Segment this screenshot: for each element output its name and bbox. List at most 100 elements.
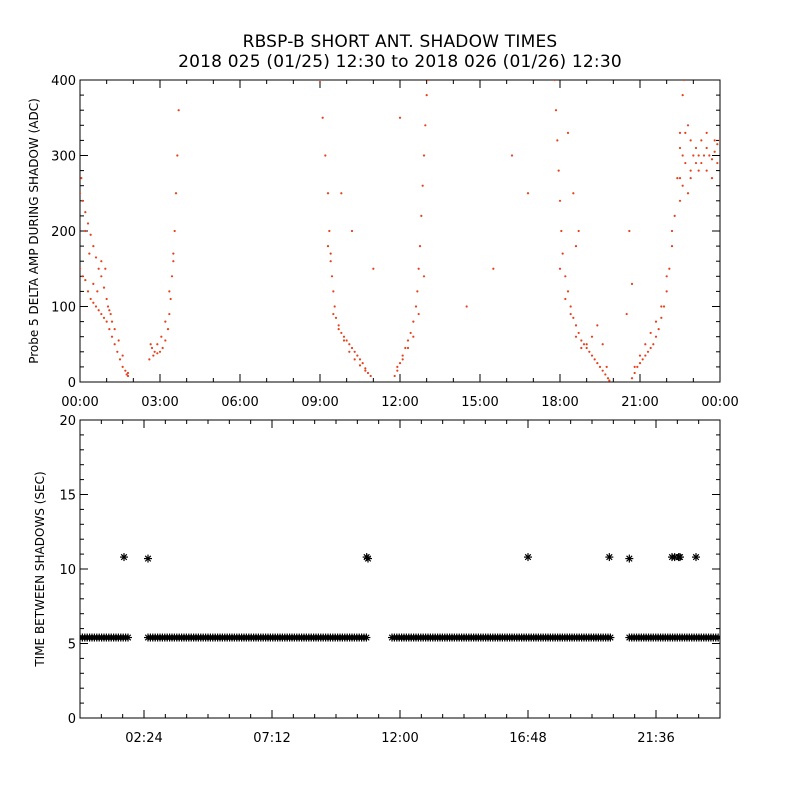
data-point	[168, 312, 171, 316]
data-point	[705, 146, 708, 150]
data-point	[638, 362, 642, 365]
y-tick-label: 0	[68, 376, 76, 391]
x-tick-label: 12:00	[381, 395, 418, 410]
data-point	[590, 335, 594, 338]
data-point	[665, 290, 668, 293]
data-point	[361, 362, 364, 365]
data-point	[569, 305, 572, 308]
x-tick-label: 07:12	[253, 731, 290, 746]
data-point	[121, 354, 124, 357]
data-point	[97, 267, 100, 270]
data-point	[557, 169, 560, 172]
y-tick-label: 200	[51, 225, 76, 240]
data-point	[668, 267, 671, 270]
data-point	[337, 324, 340, 327]
data-point	[422, 154, 426, 157]
data-point	[660, 316, 663, 319]
data-point	[350, 229, 354, 233]
data-point	[678, 177, 682, 180]
data-point	[564, 297, 567, 301]
data-point	[598, 365, 602, 368]
x-tick-label: 16:48	[509, 731, 546, 746]
data-point	[117, 339, 120, 342]
data-point	[372, 267, 375, 270]
data-point	[601, 343, 604, 346]
data-point	[158, 350, 162, 353]
data-point	[593, 358, 596, 361]
x-tick-label: 00:00	[701, 395, 738, 410]
plot-frame	[79, 419, 721, 719]
data-point	[396, 369, 399, 372]
data-point	[333, 305, 336, 308]
data-point	[686, 192, 690, 195]
data-point	[84, 278, 87, 282]
data-point	[654, 335, 658, 338]
data-point	[328, 229, 331, 233]
data-point	[601, 369, 604, 372]
data-point	[681, 94, 684, 97]
data-point	[108, 309, 111, 312]
data-point	[110, 320, 114, 323]
data-point	[585, 343, 588, 346]
y-tick-label: 10	[59, 563, 76, 578]
data-point	[678, 131, 682, 134]
data-point	[558, 199, 562, 202]
data-point	[710, 177, 714, 180]
data-point	[345, 339, 348, 342]
data-point	[125, 373, 128, 376]
data-point	[714, 633, 720, 642]
data-point	[81, 199, 84, 202]
data-point	[716, 161, 719, 165]
data-point	[652, 343, 655, 346]
data-point	[94, 256, 98, 259]
data-point	[718, 139, 720, 142]
data-point	[100, 312, 103, 316]
data-point	[556, 139, 559, 142]
data-point	[406, 339, 410, 342]
data-point	[80, 267, 82, 270]
data-point	[569, 312, 572, 316]
data-point	[676, 553, 684, 562]
data-point	[149, 343, 152, 346]
data-point	[590, 354, 594, 357]
data-point	[673, 214, 676, 217]
data-point	[492, 267, 495, 270]
data-point	[560, 229, 563, 233]
data-point	[686, 124, 690, 127]
data-point	[580, 339, 583, 342]
data-point	[86, 290, 90, 293]
data-point	[97, 309, 100, 312]
x-tick-label: 21:36	[637, 731, 674, 746]
data-point	[572, 316, 575, 319]
data-point	[572, 192, 575, 195]
data-point	[105, 297, 108, 301]
data-point	[636, 365, 639, 368]
data-point	[80, 177, 83, 180]
data-point	[465, 305, 468, 308]
data-point	[172, 252, 175, 255]
data-point	[605, 365, 608, 368]
data-point	[153, 350, 156, 353]
data-point	[689, 177, 692, 180]
data-point	[364, 367, 367, 370]
data-point	[564, 275, 567, 278]
data-point	[104, 267, 107, 270]
data-point	[80, 192, 82, 195]
x-tick-label: 03:00	[141, 395, 178, 410]
data-point	[332, 290, 335, 293]
data-point	[418, 245, 422, 248]
data-point	[89, 297, 92, 301]
data-point	[102, 286, 106, 289]
data-point	[174, 192, 178, 195]
data-point	[330, 275, 334, 278]
data-point	[340, 331, 343, 335]
data-point	[92, 301, 95, 304]
data-point	[654, 320, 658, 323]
data-point	[358, 364, 362, 367]
data-point	[644, 343, 647, 346]
data-point	[326, 192, 330, 195]
data-point	[660, 305, 663, 308]
data-point	[106, 305, 110, 308]
data-point	[152, 354, 155, 357]
data-point	[334, 316, 338, 319]
